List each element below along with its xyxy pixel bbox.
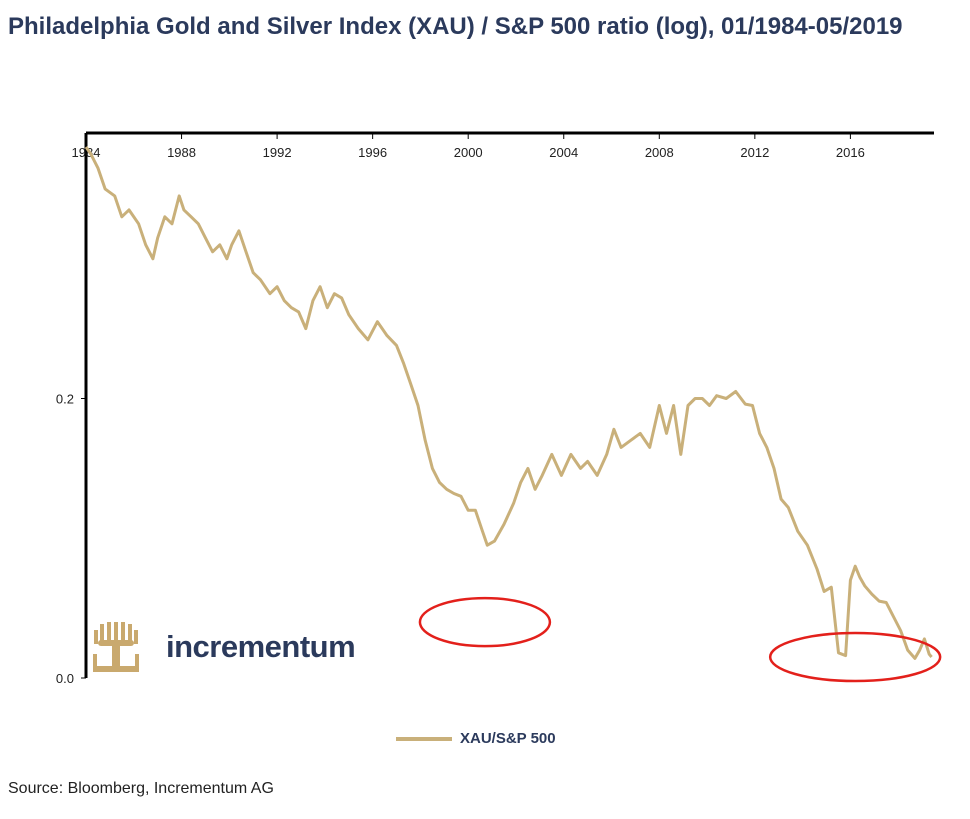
- chart-legend: XAU/S&P 500: [396, 730, 556, 747]
- x-tick-label: 1988: [167, 145, 196, 160]
- x-tick-label: 2004: [549, 145, 578, 160]
- chart-axes: 1984 1988 1992 1996 2000 2004 2008 2012 20160.00…: [56, 131, 934, 686]
- y-tick-label: 0.0: [56, 671, 74, 686]
- annotation-ellipse: [418, 596, 552, 648]
- logo-text: incrementum: [166, 629, 356, 664]
- tree-logo-icon: [92, 620, 140, 674]
- chart-series: [84, 146, 933, 660]
- y-tick-label: 0.2: [56, 392, 74, 407]
- legend-swatch: [396, 736, 452, 741]
- x-tick-label: 1996: [358, 145, 387, 160]
- source-note: Source: Bloomberg, Incrementum AG: [8, 780, 274, 797]
- series-line: [84, 146, 933, 660]
- x-tick-label: 2000: [454, 145, 483, 160]
- x-tick-label: 2012: [740, 145, 769, 160]
- x-tick-label: 1992: [263, 145, 292, 160]
- chart-title: Philadelphia Gold and Silver Index (XAU)…: [8, 13, 903, 40]
- x-tick-label: 2008: [645, 145, 674, 160]
- annotation-ellipse: [768, 631, 942, 683]
- incrementum-logo: incrementum: [92, 620, 356, 674]
- x-tick-label: 2016: [836, 145, 865, 160]
- chart-annotations: [418, 596, 942, 683]
- legend-label: XAU/S&P 500: [460, 730, 556, 747]
